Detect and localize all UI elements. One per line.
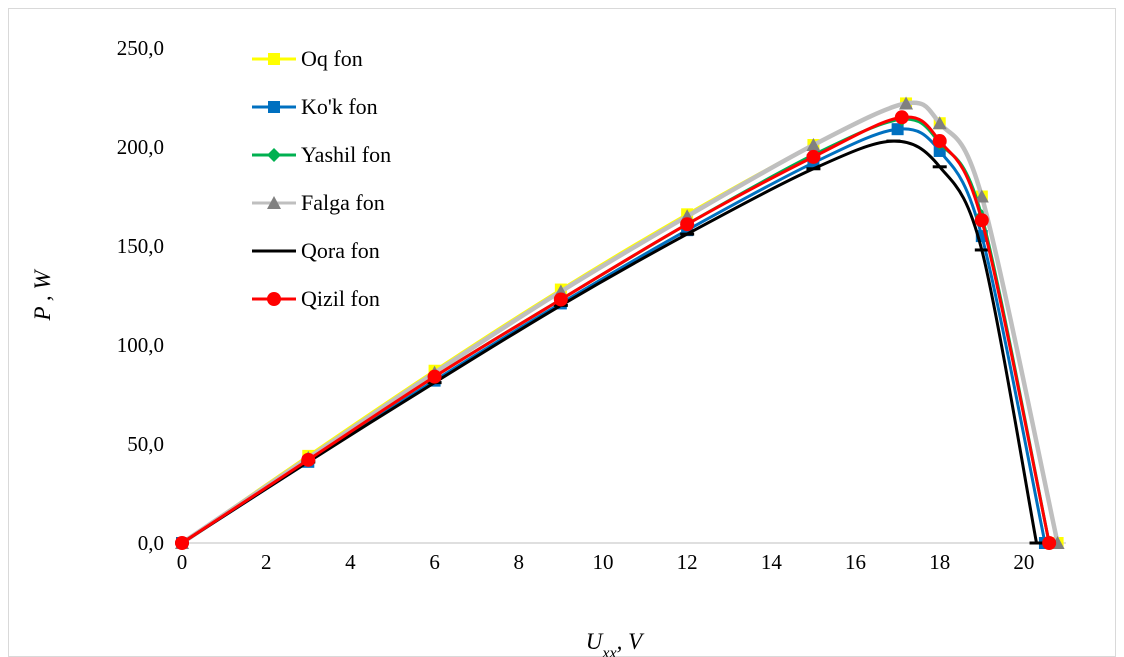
legend-label: Yashil fon bbox=[301, 142, 391, 167]
x-tick-label: 20 bbox=[1013, 550, 1034, 574]
y-axis-title: P , W bbox=[30, 269, 55, 322]
data-point bbox=[301, 452, 316, 467]
legend-marker bbox=[267, 292, 281, 306]
legend-item: Qora fon bbox=[252, 238, 380, 263]
legend: Oq fon Ko'k fon Yashil fon Falga fon Qora fo… bbox=[252, 46, 391, 311]
legend-label: Ko'k fon bbox=[301, 94, 378, 119]
data-point bbox=[932, 165, 947, 169]
y-tick-label: 50,0 bbox=[127, 432, 164, 456]
data-point bbox=[806, 167, 821, 171]
series-5 bbox=[175, 110, 1057, 550]
legend-marker bbox=[268, 101, 280, 113]
data-point bbox=[974, 213, 989, 228]
x-tick-label: 6 bbox=[429, 550, 440, 574]
x-tick-label: 4 bbox=[345, 550, 356, 574]
data-point bbox=[891, 123, 904, 136]
legend-item: Oq fon bbox=[252, 46, 363, 71]
data-point bbox=[806, 138, 821, 152]
data-point bbox=[553, 292, 568, 307]
data-point bbox=[932, 134, 947, 149]
data-point bbox=[175, 536, 189, 550]
series-line bbox=[181, 115, 1051, 545]
legend-item: Qizil fon bbox=[252, 286, 380, 311]
legend-marker bbox=[267, 148, 281, 162]
legend-label: Oq fon bbox=[301, 46, 363, 71]
legend-label: Qizil fon bbox=[301, 286, 380, 311]
data-point bbox=[680, 232, 695, 236]
legend-marker bbox=[268, 53, 280, 65]
x-tick-label: 18 bbox=[929, 550, 950, 574]
y-tick-label: 100,0 bbox=[117, 333, 164, 357]
legend-item: Yashil fon bbox=[252, 142, 391, 167]
series-2 bbox=[175, 112, 1057, 550]
y-tick-label: 200,0 bbox=[117, 135, 164, 159]
x-axis-title: Uxx, V bbox=[586, 629, 645, 657]
y-tick-label: 150,0 bbox=[117, 234, 164, 258]
data-point bbox=[806, 149, 821, 164]
series-line bbox=[181, 101, 1060, 545]
data-point bbox=[886, 139, 901, 143]
data-point bbox=[1029, 541, 1044, 545]
data-point bbox=[894, 110, 909, 125]
x-tick-label: 2 bbox=[261, 550, 272, 574]
data-point bbox=[974, 248, 989, 252]
legend-marker bbox=[267, 196, 281, 209]
legend-item: Ko'k fon bbox=[252, 94, 378, 119]
series-line bbox=[180, 100, 1060, 545]
series-line bbox=[181, 139, 1038, 545]
x-tick-label: 12 bbox=[677, 550, 698, 574]
series-line bbox=[181, 117, 1051, 545]
data-point bbox=[932, 116, 947, 130]
x-tick-label: 14 bbox=[761, 550, 783, 574]
data-point bbox=[1042, 536, 1057, 550]
chart-frame bbox=[8, 8, 1116, 657]
x-tick-label: 10 bbox=[592, 550, 613, 574]
data-point bbox=[427, 369, 442, 384]
legend-marker bbox=[267, 249, 281, 253]
y-tick-label: 250,0 bbox=[117, 36, 164, 60]
x-tick-label: 16 bbox=[845, 550, 866, 574]
legend-item: Falga fon bbox=[252, 190, 385, 215]
axes: 0 2 4 6 8 10 12 14 16 18 200,050,0100,0150,0200,02… bbox=[117, 36, 1066, 574]
data-point bbox=[680, 217, 695, 232]
data-point bbox=[974, 189, 989, 203]
series-layer bbox=[175, 96, 1065, 550]
legend-label: Falga fon bbox=[301, 190, 385, 215]
x-tick-label: 0 bbox=[177, 550, 188, 574]
legend-label: Qora fon bbox=[301, 238, 380, 263]
y-tick-label: 0,0 bbox=[138, 531, 164, 555]
series-1 bbox=[176, 123, 1051, 549]
x-tick-label: 8 bbox=[514, 550, 525, 574]
data-point bbox=[899, 96, 914, 110]
